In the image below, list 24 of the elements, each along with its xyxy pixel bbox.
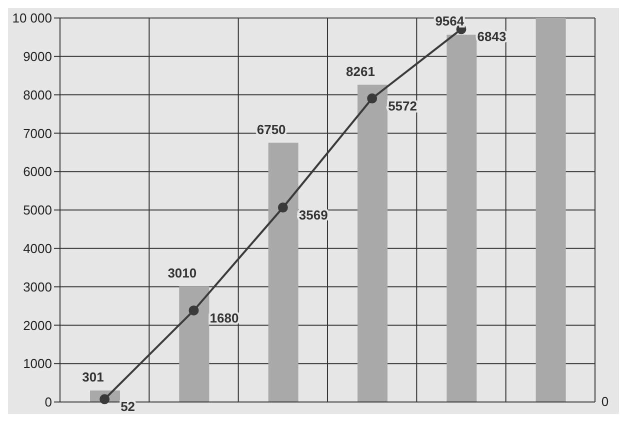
y-tick-label: 6000 bbox=[23, 164, 52, 180]
y-tick-label: 1000 bbox=[23, 356, 52, 372]
bar bbox=[179, 286, 210, 402]
data-label: 3010 bbox=[168, 265, 197, 280]
y-tick-label: 10 000 bbox=[12, 10, 52, 26]
y-tick-label: 7000 bbox=[23, 126, 52, 141]
data-label: 301 bbox=[82, 369, 104, 384]
point bbox=[278, 202, 288, 213]
point bbox=[367, 93, 378, 104]
point bbox=[188, 305, 199, 316]
bar bbox=[446, 34, 477, 402]
y-tick-label: 9000 bbox=[23, 49, 52, 64]
y-tick-label: 2000 bbox=[23, 318, 52, 333]
bar bbox=[358, 84, 388, 402]
y-tick-label: 0 bbox=[44, 394, 52, 410]
data-label: 6750 bbox=[256, 122, 286, 137]
y-tick-label: 8000 bbox=[23, 87, 52, 102]
y-tick-label: 3000 bbox=[23, 279, 52, 294]
data-label: 8261 bbox=[346, 64, 375, 79]
bar bbox=[536, 18, 566, 402]
text: 0 bbox=[601, 394, 609, 409]
y-tick-label: 5000 bbox=[23, 202, 52, 218]
bar bbox=[268, 142, 298, 402]
y-tick-label: 4000 bbox=[23, 241, 52, 256]
